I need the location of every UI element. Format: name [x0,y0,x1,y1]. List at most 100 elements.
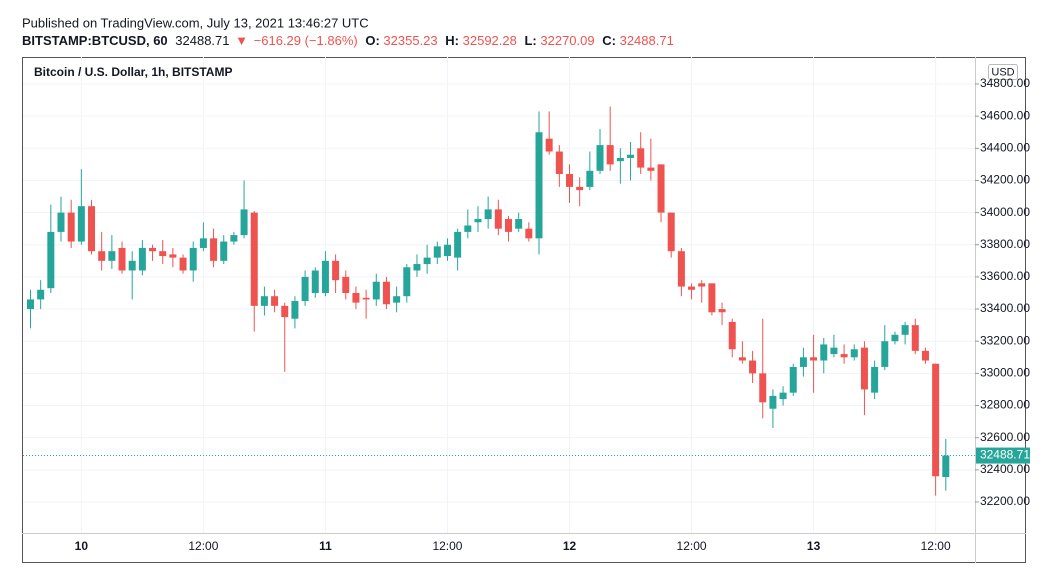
candle-body [698,283,706,287]
chart-title: Bitcoin / U.S. Dollar, 1h, BITSTAMP [34,65,232,79]
candle-body [576,186,584,191]
candle-body [250,212,258,306]
candle-body [321,260,329,293]
candle-body [596,145,604,171]
candle-body [525,228,533,239]
candle-body [871,366,879,393]
candle-body [474,219,482,223]
y-tick-label: 34800.00 [980,76,1030,90]
candle-body [515,219,523,229]
open-value: 32355.23 [383,33,437,48]
x-tick-label: 13 [807,539,821,553]
candle-body [738,357,746,361]
symbol: BITSTAMP:BTCUSD, 60 [22,33,168,48]
symbol-line: BITSTAMP:BTCUSD, 60 32488.71 ▼ −616.29 (… [22,33,674,48]
x-tick-label: 12:00 [432,539,462,553]
candle-body [901,325,909,335]
open-label: O: [365,33,379,48]
candle-body [179,257,187,271]
high-value: 32592.28 [463,33,517,48]
candle-body [88,206,96,252]
candle-body [545,138,553,152]
candle-body [850,349,858,358]
candle-body [484,209,492,220]
candle-body [260,296,268,306]
candle-body [372,281,380,300]
candle-body [688,286,696,290]
candle-body [98,251,106,261]
candle-body [494,209,502,229]
candle-body [77,206,85,242]
x-tick-label: 12:00 [188,539,218,553]
candle-body [57,212,65,232]
y-tick-label: 32600.00 [980,430,1030,444]
candle-body [942,455,950,478]
direction: ▼ [235,33,248,48]
candle-body [362,297,370,300]
candle-body [199,238,207,248]
candle-body [352,292,360,303]
candle-body [932,363,940,477]
candle-body [423,257,431,265]
candle-body [301,276,309,302]
candle-body [413,264,421,271]
x-tick-label: 12 [563,539,577,553]
high-label: H: [445,33,459,48]
candle-body [281,305,289,318]
candle-body [789,366,797,393]
published-note: Published on TradingView.com, July 13, 2… [22,15,369,30]
last-price-box [976,447,1030,464]
last-price: 32488.71 [175,33,229,48]
y-tick-label: 32200.00 [980,494,1030,508]
candle-body [627,154,635,158]
currency-box[interactable] [988,64,1018,80]
candle-body [566,174,574,187]
candle-body [708,283,716,313]
y-tick-label: 32400.00 [980,462,1030,476]
x-tick-label: 11 [319,539,332,553]
x-tick-label: 12:00 [677,539,707,553]
candle-body [403,267,411,297]
candle-body [169,254,177,258]
candle-body [443,244,451,257]
candle-body [189,247,197,271]
candle-body [332,260,340,281]
candle-body [911,325,919,351]
candle-body [535,132,543,239]
y-tick-label: 34400.00 [980,140,1030,154]
candle-body [291,301,299,319]
candle-body [149,247,157,252]
y-tick-label: 34600.00 [980,108,1030,122]
y-tick-label: 34000.00 [980,205,1030,219]
last-price-label: 32488.71 [980,448,1030,462]
y-tick-label: 33200.00 [980,333,1030,347]
x-tick-label: 12:00 [921,539,951,553]
candle-body [677,251,685,287]
candle-body [921,350,929,361]
candle-body [67,212,75,242]
candle-body [647,167,655,171]
candle-body [240,209,248,236]
candle-body [230,235,238,242]
candle-body [433,246,441,258]
candle-body [138,247,146,271]
candle-body [810,357,818,361]
candle-body [504,219,512,232]
candle-body [891,334,899,342]
candle-body [210,238,218,261]
candle-body [47,231,55,289]
candle-body [342,276,350,293]
candle-body [128,260,136,271]
candle-body [860,347,868,390]
candle-body [586,170,594,187]
candle-body [454,231,462,258]
candle-body [393,296,401,303]
candle-body [555,151,563,175]
y-tick-label: 33000.00 [980,366,1030,380]
candle-body [27,299,34,310]
y-tick-label: 33600.00 [980,269,1030,283]
y-tick-label: 33400.00 [980,301,1030,315]
candle-body [799,357,807,367]
candle-body [840,354,848,358]
